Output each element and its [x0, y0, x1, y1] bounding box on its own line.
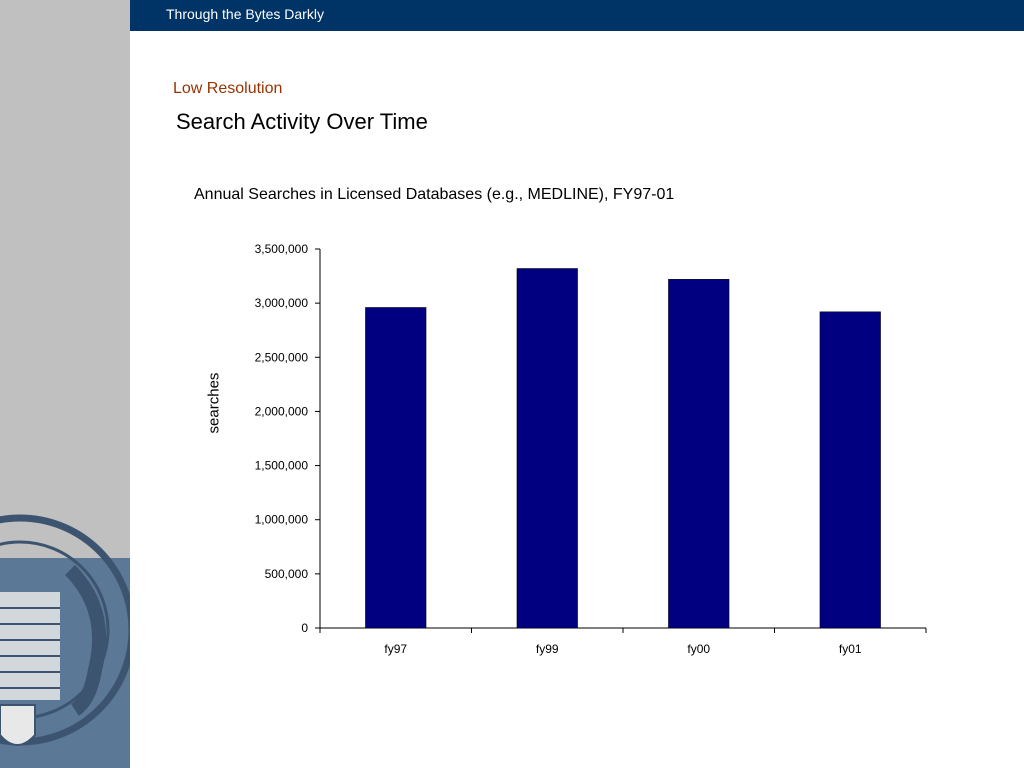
bar-fy00	[668, 279, 730, 629]
chart-title: Annual Searches in Licensed Databases (e…	[194, 186, 675, 203]
y-tick-label: 2,000,000	[255, 404, 309, 418]
sidebar-panel	[0, 0, 130, 558]
y-tick-label: 1,500,000	[255, 459, 309, 473]
y-tick-label: 3,500,000	[255, 242, 309, 256]
header-title: Through the Bytes Darkly	[166, 6, 324, 22]
y-tick-label: 3,000,000	[255, 296, 309, 310]
bar-fy01	[819, 311, 881, 629]
bar-fy97	[365, 307, 427, 629]
x-tick-label: fy00	[687, 642, 710, 656]
y-tick-label: 2,500,000	[255, 350, 309, 364]
page-title: Search Activity Over Time	[176, 109, 428, 134]
section-label: Low Resolution	[173, 80, 283, 97]
x-tick-label: fy01	[839, 642, 862, 656]
y-tick-label: 500,000	[265, 567, 309, 581]
y-tick-label: 0	[301, 621, 308, 635]
x-tick-label: fy97	[384, 642, 407, 656]
header-bar	[130, 0, 1024, 31]
y-tick-label: 1,000,000	[255, 513, 309, 527]
bar-fy99	[516, 268, 578, 629]
x-tick-label: fy99	[536, 642, 559, 656]
university-seal-logo	[0, 514, 130, 746]
